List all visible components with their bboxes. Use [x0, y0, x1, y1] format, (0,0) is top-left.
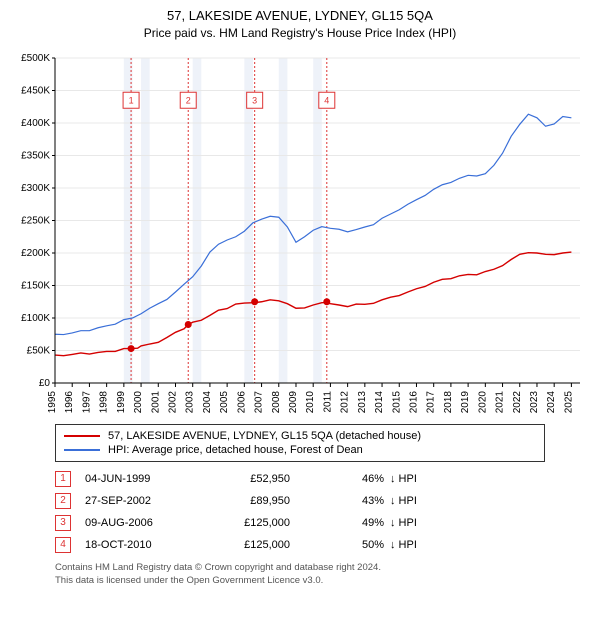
svg-text:2004: 2004 — [202, 391, 213, 414]
svg-text:1997: 1997 — [81, 391, 92, 414]
chart-area: £0 £50K £100K £150K £200K £250K £300K £350K £400… — [10, 48, 590, 418]
svg-text:£250K: £250K — [21, 216, 50, 227]
svg-text:1995: 1995 — [47, 391, 58, 414]
svg-text:2017: 2017 — [426, 391, 437, 414]
footer-line-1: Contains HM Land Registry data © Crown c… — [55, 562, 590, 575]
sale-marker: 4 — [55, 537, 71, 553]
svg-text:2012: 2012 — [340, 391, 351, 414]
legend: 57, LAKESIDE AVENUE, LYDNEY, GL15 5QA (d… — [55, 424, 545, 462]
legend-item: HPI: Average price, detached house, Fore… — [64, 443, 536, 457]
svg-text:3: 3 — [252, 95, 257, 105]
chart-title-subtitle: Price paid vs. HM Land Registry's House … — [10, 26, 590, 40]
sale-pct: 50% — [320, 539, 390, 551]
legend-swatch — [64, 449, 100, 451]
svg-text:1998: 1998 — [99, 391, 110, 414]
sale-hpi-diff: ↓ HPI — [390, 495, 545, 507]
svg-text:£350K: £350K — [21, 151, 50, 162]
svg-text:2003: 2003 — [185, 391, 196, 414]
svg-text:2010: 2010 — [305, 391, 316, 414]
sale-date: 18-OCT-2010 — [85, 539, 200, 551]
table-row: 4 18-OCT-2010£125,00050%↓ HPI — [55, 534, 545, 556]
svg-text:£300K: £300K — [21, 183, 50, 194]
sale-pct: 49% — [320, 517, 390, 529]
svg-text:£400K: £400K — [21, 118, 50, 129]
svg-text:2000: 2000 — [133, 391, 144, 414]
svg-text:2009: 2009 — [288, 391, 299, 414]
sale-pct: 43% — [320, 495, 390, 507]
legend-item: 57, LAKESIDE AVENUE, LYDNEY, GL15 5QA (d… — [64, 429, 536, 443]
svg-text:2011: 2011 — [322, 391, 333, 413]
legend-swatch — [64, 435, 100, 437]
svg-text:2024: 2024 — [546, 391, 557, 414]
svg-text:£450K: £450K — [21, 86, 50, 97]
svg-text:2013: 2013 — [357, 391, 368, 414]
sales-table: 104-JUN-1999£52,95046%↓ HPI227-SEP-2002£… — [55, 468, 545, 556]
svg-text:2020: 2020 — [477, 391, 488, 414]
svg-text:2022: 2022 — [512, 391, 523, 414]
svg-text:2007: 2007 — [254, 391, 265, 414]
sale-price: £125,000 — [200, 517, 320, 529]
svg-text:£100K: £100K — [21, 313, 50, 324]
table-row: 2 27-SEP-2002£89,95043%↓ HPI — [55, 490, 545, 512]
svg-text:2025: 2025 — [563, 391, 574, 414]
svg-text:2: 2 — [186, 95, 191, 105]
svg-text:1999: 1999 — [116, 391, 127, 414]
sale-marker: 3 — [55, 515, 71, 531]
sale-pct: 46% — [320, 473, 390, 485]
svg-text:2016: 2016 — [408, 391, 419, 414]
svg-text:2006: 2006 — [236, 391, 247, 414]
footer-line-2: This data is licensed under the Open Gov… — [55, 575, 590, 588]
sale-date: 27-SEP-2002 — [85, 495, 200, 507]
sale-date: 09-AUG-2006 — [85, 517, 200, 529]
svg-text:1996: 1996 — [64, 391, 75, 414]
svg-text:£200K: £200K — [21, 248, 50, 259]
sale-price: £89,950 — [200, 495, 320, 507]
svg-text:2002: 2002 — [167, 391, 178, 414]
svg-text:2021: 2021 — [495, 391, 506, 414]
svg-text:£500K: £500K — [21, 53, 50, 64]
legend-label: 57, LAKESIDE AVENUE, LYDNEY, GL15 5QA (d… — [108, 430, 421, 442]
table-row: 3 09-AUG-2006£125,00049%↓ HPI — [55, 512, 545, 534]
sale-hpi-diff: ↓ HPI — [390, 539, 545, 551]
sale-price: £52,950 — [200, 473, 320, 485]
svg-text:£0: £0 — [39, 378, 51, 389]
svg-text:4: 4 — [324, 95, 329, 105]
sale-marker: 1 — [55, 471, 71, 487]
footer-attribution: Contains HM Land Registry data © Crown c… — [55, 562, 590, 588]
svg-text:2005: 2005 — [219, 391, 230, 414]
svg-text:2018: 2018 — [443, 391, 454, 414]
svg-text:2015: 2015 — [391, 391, 402, 414]
svg-text:2019: 2019 — [460, 391, 471, 414]
chart-svg: £0 £50K £100K £150K £200K £250K £300K £350K £400… — [10, 48, 590, 418]
svg-text:2023: 2023 — [529, 391, 540, 414]
sale-marker: 2 — [55, 493, 71, 509]
table-row: 1 04-JUN-1999£52,95046%↓ HPI — [55, 468, 545, 490]
svg-text:£50K: £50K — [27, 346, 51, 357]
legend-label: HPI: Average price, detached house, Fore… — [108, 444, 363, 456]
sale-hpi-diff: ↓ HPI — [390, 473, 545, 485]
sale-hpi-diff: ↓ HPI — [390, 517, 545, 529]
svg-text:2001: 2001 — [150, 391, 161, 414]
sale-price: £125,000 — [200, 539, 320, 551]
sale-date: 04-JUN-1999 — [85, 473, 200, 485]
svg-text:2014: 2014 — [374, 391, 385, 414]
chart-title-address: 57, LAKESIDE AVENUE, LYDNEY, GL15 5QA — [10, 8, 590, 23]
svg-text:£150K: £150K — [21, 281, 50, 292]
svg-text:1: 1 — [129, 95, 134, 105]
svg-text:2008: 2008 — [271, 391, 282, 414]
